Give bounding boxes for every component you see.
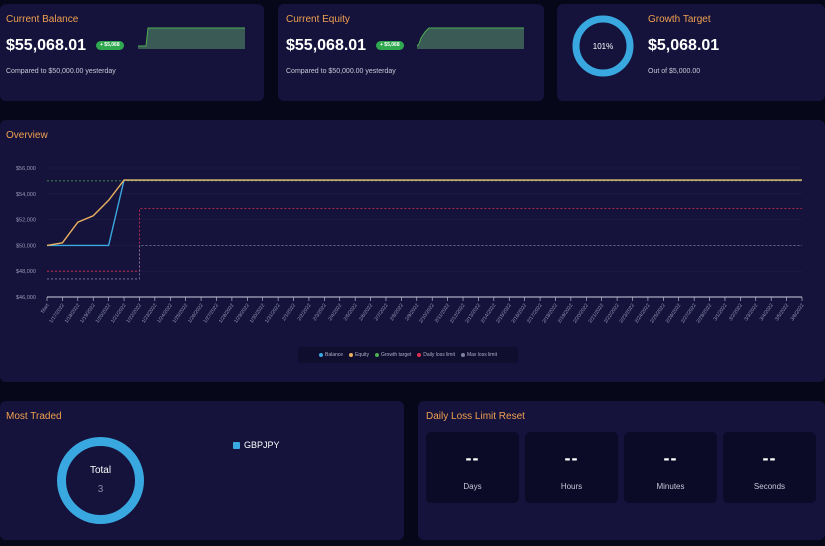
growth-value: $5,068.01 xyxy=(648,37,720,54)
series-daily-loss-limit xyxy=(47,208,802,272)
x-tick-label: 3/2/2022 xyxy=(728,303,744,323)
y-tick-label: $48,000 xyxy=(16,269,36,275)
countdown-days-label: Days xyxy=(463,482,482,491)
y-tick-label: $56,000 xyxy=(16,166,36,172)
countdown-title: Daily Loss Limit Reset xyxy=(426,411,525,422)
equity-card: Current Equity $55,068.01 + $5,068 Compa… xyxy=(278,4,544,101)
countdown-minutes-value: -- xyxy=(663,448,678,468)
legend-dot xyxy=(375,353,379,357)
x-tick-label: 2/8/2022 xyxy=(389,303,405,323)
y-tick-label: $46,000 xyxy=(16,295,36,301)
legend-label: Max loss limit xyxy=(466,352,497,358)
donut-center-value: 3 xyxy=(97,484,104,495)
countdown-minutes: -- Minutes xyxy=(624,432,717,503)
donut-center-label: Total xyxy=(89,465,112,476)
series-max-loss-limit xyxy=(47,245,802,280)
x-tick-label: 1/31/2022 xyxy=(264,303,282,325)
x-tick-label: 2/9/2022 xyxy=(404,303,420,323)
most-traded-title: Most Traded xyxy=(6,411,62,422)
pair-legend-item: GBPJPY xyxy=(233,440,280,450)
growth-ring xyxy=(572,15,634,77)
legend-item[interactable]: Daily loss limit xyxy=(417,352,455,358)
legend-item[interactable]: Equity xyxy=(349,352,369,358)
legend-item[interactable]: Balance xyxy=(319,352,343,358)
legend-dot xyxy=(460,353,465,357)
series-balance xyxy=(47,179,802,247)
growth-subtitle: Out of $5,000.00 xyxy=(648,68,701,75)
balance-subtitle: Compared to $50,000.00 yesterday xyxy=(6,68,116,75)
y-tick-label: $50,000 xyxy=(16,243,36,249)
countdown-seconds: -- Seconds xyxy=(723,432,816,503)
equity-subtitle: Compared to $50,000.00 yesterday xyxy=(286,68,396,75)
overview-card: Overview xyxy=(0,120,825,382)
x-tick-label: 2/2/2022 xyxy=(296,303,312,323)
legend-label: Daily loss limit xyxy=(423,352,455,358)
legend-dot xyxy=(417,353,422,357)
y-tick-label: $54,000 xyxy=(16,192,36,198)
x-tick-label: 3/5/2022 xyxy=(774,303,790,323)
pair-legend-swatch xyxy=(233,441,240,449)
x-tick-label: Start xyxy=(40,302,51,315)
pair-legend-label: GBPJPY xyxy=(244,440,280,450)
x-tick-label: 2/3/2022 xyxy=(312,303,328,323)
x-tick-label: 2/6/2022 xyxy=(358,303,374,323)
x-tick-label: 2/7/2022 xyxy=(374,303,390,323)
countdown-days: -- Days xyxy=(426,432,519,503)
x-tick-label: 2/1/2022 xyxy=(281,303,297,323)
x-tick-label: 3/4/2022 xyxy=(759,303,775,323)
countdown-days-value: -- xyxy=(465,448,480,468)
y-tick-label: $52,000 xyxy=(16,218,36,224)
equity-title: Current Equity xyxy=(286,14,350,25)
balance-sparkline xyxy=(138,27,245,49)
countdown-seconds-value: -- xyxy=(762,448,777,468)
x-tick-label: 2/4/2022 xyxy=(327,303,343,323)
balance-title: Current Balance xyxy=(6,14,79,25)
chart-legend: Balance Equity Growth target Daily loss lim… xyxy=(298,347,518,363)
legend-item[interactable]: Growth target xyxy=(375,352,411,358)
balance-badge: + $5,068 xyxy=(96,41,124,50)
x-tick-label: 2/5/2022 xyxy=(343,303,359,323)
legend-dot xyxy=(319,353,324,357)
equity-badge: + $5,068 xyxy=(376,41,404,50)
growth-title: Growth Target xyxy=(648,14,711,25)
countdown-hours: -- Hours xyxy=(525,432,618,503)
most-traded-donut xyxy=(57,437,144,524)
legend-label: Equity xyxy=(355,352,369,358)
legend-dot xyxy=(349,353,354,357)
x-tick-label: 3/6/2022 xyxy=(790,303,806,323)
countdown-seconds-label: Seconds xyxy=(753,482,786,491)
legend-label: Growth target xyxy=(381,352,412,358)
series-equity xyxy=(46,179,802,247)
legend-label: Balance xyxy=(325,352,344,358)
x-tick-label: 2/28/2022 xyxy=(696,303,714,325)
overview-title: Overview xyxy=(6,130,48,141)
growth-card: 101% Growth Target $5,068.01 Out of $5,0… xyxy=(557,4,825,101)
x-tick-label: 3/3/2022 xyxy=(743,303,759,323)
countdown-minutes-label: Minutes xyxy=(656,482,685,491)
growth-ring-label: 101% xyxy=(592,42,614,51)
countdown-hours-value: -- xyxy=(564,448,579,468)
legend-item[interactable]: Max loss limit xyxy=(460,352,497,358)
x-tick-label: 3/1/2022 xyxy=(713,303,729,323)
equity-value: $55,068.01 xyxy=(286,37,367,54)
balance-card: Current Balance $55,068.01 + $5,068 Comp… xyxy=(0,4,264,101)
countdown-hours-label: Hours xyxy=(560,482,583,491)
equity-sparkline xyxy=(417,27,524,49)
balance-value: $55,068.01 xyxy=(6,37,87,54)
